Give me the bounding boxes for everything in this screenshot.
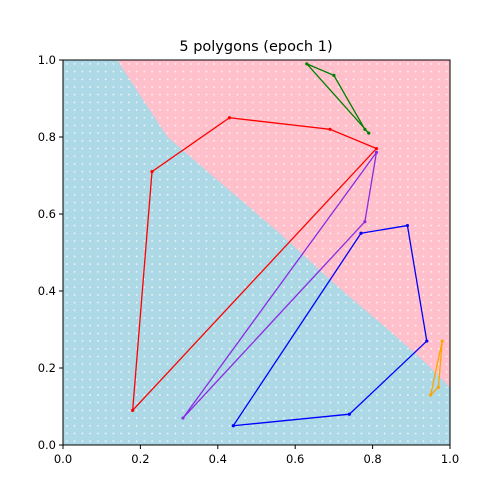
polygon-2-vertex-1: [374, 150, 379, 154]
polygon-1-vertex-1: [227, 116, 232, 120]
x-tick-label: 0.8: [363, 452, 381, 466]
polygon-3-vertex-2: [405, 223, 410, 228]
axes: 0.0 0.2 0.4 0.6 0.8 1.0 0.0 0.2 0.4 0.6 0.8 1.0: [38, 53, 459, 466]
polygon-series-3: [231, 223, 429, 428]
y-tick-label: 1.0: [38, 53, 56, 67]
x-tick-label: 0.6: [286, 452, 304, 466]
polygon-2-vertex-3: [181, 416, 185, 420]
polygon-4-vertex-4: [367, 131, 371, 135]
y-tick-label: 0.2: [38, 361, 56, 375]
polygon-series-5: [429, 339, 444, 397]
series-layer: [131, 62, 444, 428]
polygon-3-vertex-3: [425, 339, 429, 343]
polygon-2-vertex-2: [363, 220, 367, 224]
polygon-4-vertex-2: [332, 73, 336, 77]
polygon-1-vertex-3: [374, 146, 379, 151]
polygon-1-vertex-2: [328, 127, 332, 131]
polygon-outline-3: [231, 224, 428, 427]
x-tick-label: 0.4: [209, 452, 227, 466]
polygon-series-4: [305, 62, 371, 135]
polygon-1-vertex-4: [131, 408, 135, 412]
x-tick-label: 1.0: [441, 452, 459, 466]
y-tick-label: 0.0: [38, 438, 56, 452]
polygon-outline-2: [182, 152, 378, 419]
grid-dots: [63, 60, 450, 445]
plot-background: [63, 60, 450, 445]
polygon-series-1: [131, 116, 379, 413]
x-tick-label: 0.2: [131, 452, 149, 466]
polygon-1-vertex-5: [150, 170, 154, 174]
polygon-4-vertex-3: [363, 127, 367, 131]
chart-title: 5 polygons (epoch 1): [179, 39, 332, 55]
y-tick-label: 0.6: [38, 207, 56, 221]
polygon-3-vertex-5: [231, 424, 235, 428]
polygon-3-vertex-1: [359, 231, 363, 235]
polygon-outline-1: [131, 117, 378, 413]
polygon-3-vertex-4: [347, 412, 351, 416]
y-tick-label: 0.8: [38, 130, 56, 144]
plot-frame: [62, 59, 451, 446]
y-tick-label: 0.4: [38, 284, 56, 298]
polygon-4-vertex-1: [305, 62, 309, 66]
polygon-outline-5: [429, 340, 443, 397]
polygon-5-vertex-3: [429, 393, 433, 397]
polygon-5-vertex-2: [436, 385, 440, 389]
x-tick-label: 0.0: [54, 452, 72, 466]
polygon-series-2: [181, 150, 379, 420]
polygon-5-vertex-1: [440, 339, 444, 343]
